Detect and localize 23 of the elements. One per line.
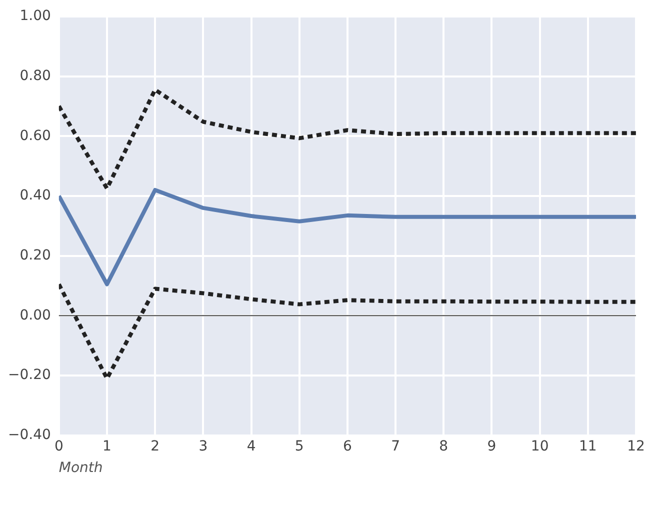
x-tick-label: 0	[54, 438, 64, 454]
y-tick-label: 0.60	[20, 128, 51, 144]
y-tick-label: 0.40	[20, 188, 51, 204]
x-tick-label: 12	[627, 438, 645, 454]
y-tick-label: −0.20	[8, 367, 51, 384]
y-tick-label: 0.20	[20, 247, 51, 264]
x-tick-label: 3	[198, 438, 208, 454]
x-tick-label: 8	[439, 438, 448, 454]
y-tick-label: −0.40	[8, 427, 51, 444]
y-tick-label: 1.00	[20, 8, 51, 24]
x-tick-label: 6	[342, 438, 352, 454]
line-series	[58, 88, 636, 190]
x-tick-label: 2	[150, 438, 160, 454]
x-tick-label: 7	[391, 438, 400, 454]
x-tick-label: 10	[530, 438, 549, 454]
x-tick-label: 4	[246, 438, 256, 454]
x-tick-label: 9	[487, 438, 496, 454]
x-tick-label: 11	[578, 438, 597, 454]
x-tick-label: 1	[102, 438, 112, 454]
y-tick-label: 0.00	[20, 307, 51, 324]
y-tick-label: 0.80	[20, 68, 51, 84]
x-tick-label: 5	[294, 438, 304, 454]
x-axis-title: Month	[58, 460, 103, 476]
